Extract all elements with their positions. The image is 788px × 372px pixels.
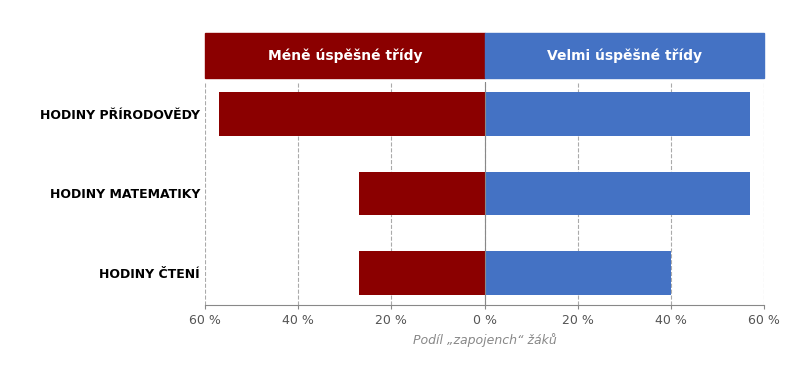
- Bar: [219, 92, 485, 136]
- Bar: [485, 92, 750, 136]
- X-axis label: Podíl „zapojench“ žáků: Podíl „zapojench“ žáků: [413, 333, 556, 347]
- Bar: [359, 251, 485, 295]
- Bar: [485, 171, 750, 215]
- Text: Velmi úspěšné třídy: Velmi úspěšné třídy: [547, 49, 702, 63]
- Text: Méně úspěšné třídy: Méně úspěšné třídy: [267, 49, 422, 63]
- Bar: [485, 251, 671, 295]
- Bar: [359, 171, 485, 215]
